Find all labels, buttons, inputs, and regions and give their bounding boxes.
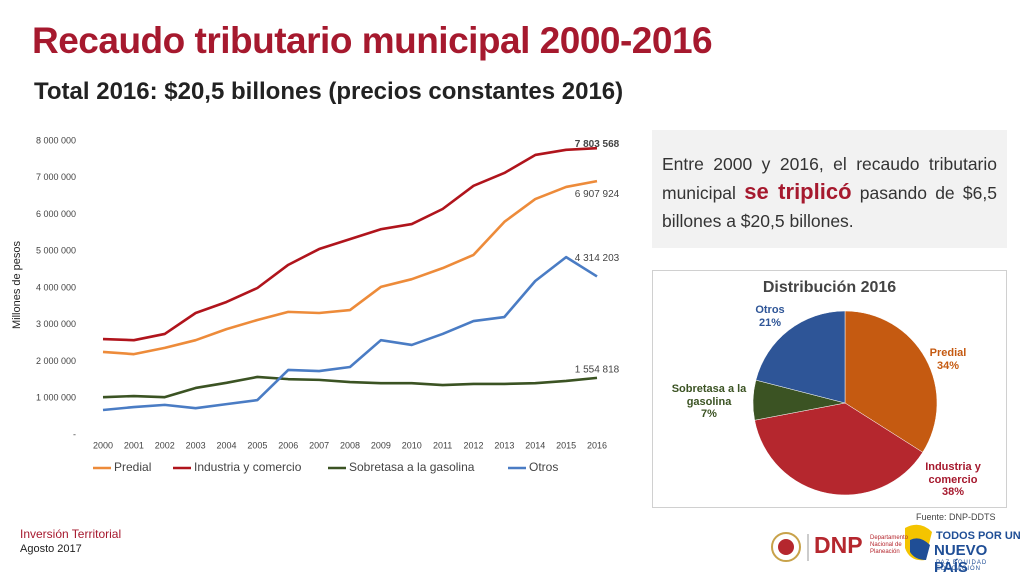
x-tick-label: 2001 (124, 440, 144, 450)
pie-label: Predial 34% (908, 347, 988, 372)
data-label: 1 554 818 (575, 365, 620, 376)
slide-subtitle: Total 2016: $20,5 billones (precios cons… (34, 78, 624, 105)
y-tick-label: 8 000 000 (36, 135, 76, 145)
x-tick-label: 2010 (402, 440, 422, 450)
pie-title: Distribución 2016 (762, 279, 897, 296)
pie-label-value: 34% (936, 359, 960, 372)
logo-brand (905, 524, 932, 561)
footer-date: Agosto 2017 (20, 543, 82, 555)
legend-label: Otros (529, 460, 558, 474)
x-tick-label: 2016 (587, 440, 607, 450)
y-tick-label: 6 000 000 (36, 209, 76, 219)
y-tick-label: 3 000 000 (36, 319, 76, 329)
pie-panel: Distribución 2016 Predial 34% Industria y … (652, 270, 1007, 508)
x-tick-label: 2006 (278, 440, 298, 450)
pie-slice (844, 310, 938, 453)
pie-label-value: 21% (758, 316, 782, 329)
line-series (102, 179, 598, 356)
y-tick-label: 5 000 000 (36, 246, 76, 256)
x-tick-label: 2008 (340, 440, 360, 450)
legend-label: Industria y comercio (194, 460, 302, 474)
data-label: 7 803 568 (575, 139, 620, 150)
text: Entre 2000 y 2016, el recaudo tributario… (662, 154, 997, 203)
y-tick-label: 4 000 000 (36, 282, 76, 292)
pie-label-value: 38% (941, 486, 965, 498)
pie-label-name: Predial (929, 347, 967, 359)
x-tick-label: 2007 (309, 440, 329, 450)
pie-slice (754, 402, 924, 496)
highlight: se triplicó (744, 179, 852, 204)
line-series (102, 255, 598, 412)
logo-text: TODOS POR UN (936, 530, 1021, 542)
x-tick-label: 2011 (433, 440, 452, 450)
pie-slice (755, 310, 846, 404)
y-tick-label: - (73, 429, 76, 439)
x-tick-label: 2012 (463, 440, 483, 450)
x-tick-label: 2013 (494, 440, 514, 450)
logo-text: DNP (814, 532, 863, 558)
footer-section: Inversión Territorial (20, 527, 122, 541)
logo-emblem (771, 532, 801, 562)
x-tick-label: 2000 (93, 440, 113, 450)
y-axis-label: Millones de pesos (11, 240, 23, 329)
slide-title: Recaudo tributario municipal 2000-2016 (32, 20, 713, 61)
logo-text: Departamento Nacional de Planeación (870, 535, 909, 555)
data-label: 4 314 203 (575, 253, 620, 264)
pie-label: Sobretasa a la gasolina 7% (655, 383, 763, 421)
x-tick-label: 2004 (216, 440, 236, 450)
legend-label: Predial (114, 460, 151, 474)
x-tick-label: 2005 (247, 440, 267, 450)
source: Fuente: DNP-DDTS (916, 512, 996, 522)
line-series (102, 146, 598, 342)
x-tick-label: 2015 (556, 440, 576, 450)
y-tick-label: 2 000 000 (36, 356, 76, 366)
y-tick-label: 7 000 000 (36, 172, 76, 182)
text-box: Entre 2000 y 2016, el recaudo tributario… (652, 130, 1007, 248)
logo-text: PAZ EQUIDAD EDUCACIÓN (936, 560, 988, 572)
x-tick-label: 2003 (186, 440, 206, 450)
y-tick-label: 1 000 000 (36, 393, 76, 403)
x-tick-label: 2014 (525, 440, 545, 450)
pie-label: Industria y comercio 38% (908, 461, 998, 499)
pie-label: Otros 21% (735, 304, 805, 329)
line-series (102, 375, 598, 399)
pie-label-name: Industria y comercio (925, 461, 981, 486)
pie-label-value: 7% (701, 408, 717, 420)
x-tick-label: 2009 (371, 440, 391, 450)
legend-label: Sobretasa a la gasolina (349, 460, 475, 474)
pie-label-name: Sobretasa a la gasolina (671, 383, 747, 408)
x-tick-label: 2002 (155, 440, 175, 450)
pie-label-name: Otros (755, 304, 785, 316)
text: pasando de $6,5 billones a $20,5 billone… (662, 183, 997, 231)
data-label: 6 907 924 (575, 189, 620, 200)
logo-text: NUEVO PAÍS (934, 542, 988, 576)
